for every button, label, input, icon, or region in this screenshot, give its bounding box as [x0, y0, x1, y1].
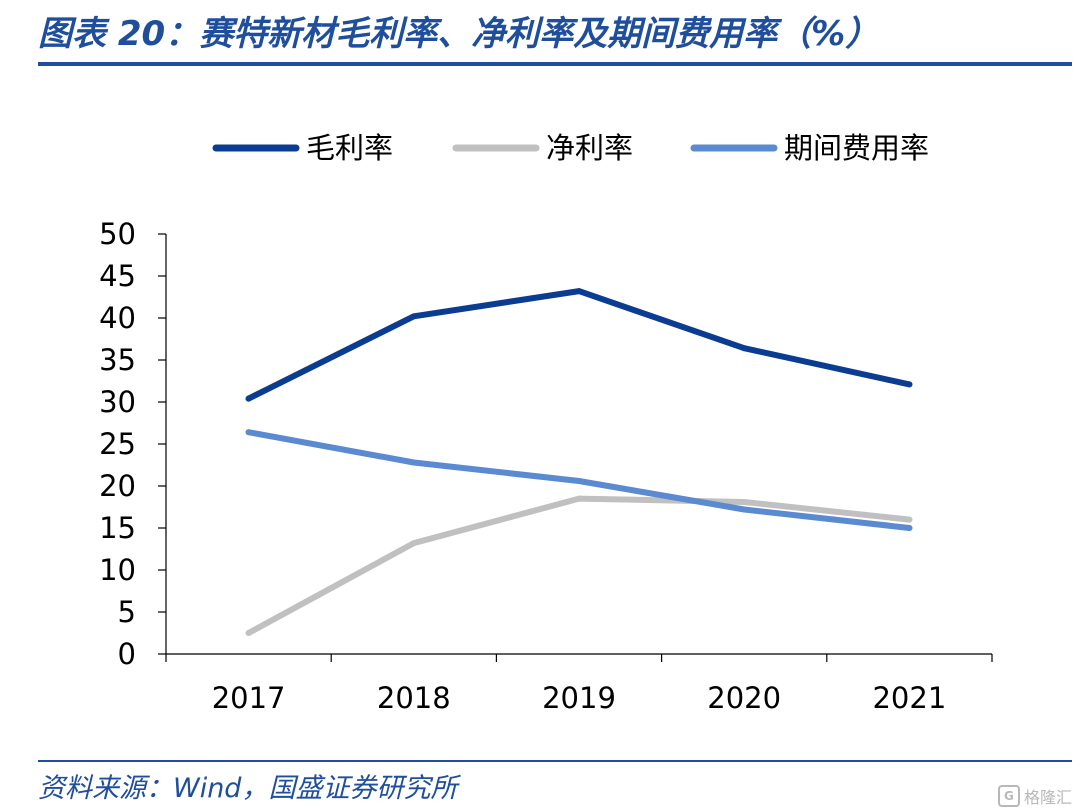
source-note: 资料来源：Wind，国盛证券研究所: [38, 773, 458, 804]
series-3-point: [741, 506, 748, 513]
x-tick-label: 2019: [542, 681, 616, 715]
y-tick-label: 50: [99, 217, 136, 251]
title-divider: [38, 62, 1072, 66]
y-tick-label: 25: [99, 427, 136, 461]
watermark-text: 格隆汇: [1023, 788, 1072, 807]
x-tick-label: 2017: [212, 681, 286, 715]
series-2-point: [410, 540, 417, 547]
y-tick-label: 20: [99, 469, 136, 503]
y-tick-label: 45: [99, 259, 136, 293]
series-line-1: [245, 288, 913, 402]
y-tick-label: 30: [99, 385, 136, 419]
series-3-point: [410, 459, 417, 466]
series-2-point: [576, 495, 582, 502]
y-tick-label: 15: [99, 511, 136, 545]
x-tick-label: 2018: [377, 681, 451, 715]
series-3-point: [906, 525, 913, 531]
series-2-point: [741, 498, 748, 505]
watermark-logo-icon: G: [997, 785, 1020, 807]
series-2-point: [245, 630, 252, 636]
y-tick-label: 35: [99, 343, 136, 377]
legend-label-1: 毛利率: [306, 131, 393, 165]
x-tick-label: 2020: [707, 681, 781, 715]
y-tick-label: 40: [99, 301, 136, 335]
series-1-point: [245, 395, 252, 402]
y-tick-label: 0: [118, 637, 136, 671]
series-1-point: [410, 313, 417, 320]
chart-series: [245, 288, 913, 636]
legend-label-3: 期间费用率: [784, 131, 929, 165]
chart-axes: 0 5 10 15 20 25 30 35 40 45 50 2017 2018 2019 2020 2021: [99, 217, 993, 715]
y-tick-label: 5: [118, 595, 136, 629]
series-1-point: [741, 345, 748, 352]
series-3-point: [576, 477, 582, 484]
y-tick-label: 10: [99, 553, 136, 587]
series-2-point: [906, 516, 913, 523]
series-1-point: [906, 381, 913, 388]
series-1-point: [576, 288, 582, 295]
chart-title: 图表 20：赛特新材毛利率、净利率及期间费用率（%）: [38, 14, 880, 54]
footer-divider: [38, 760, 1072, 762]
watermark: G 格隆汇: [997, 784, 1072, 808]
legend-label-2: 净利率: [546, 131, 633, 165]
x-tick-label: 2021: [872, 681, 946, 715]
series-3-point: [245, 429, 252, 436]
chart-legend: 毛利率 净利率 期间费用率: [212, 131, 929, 165]
